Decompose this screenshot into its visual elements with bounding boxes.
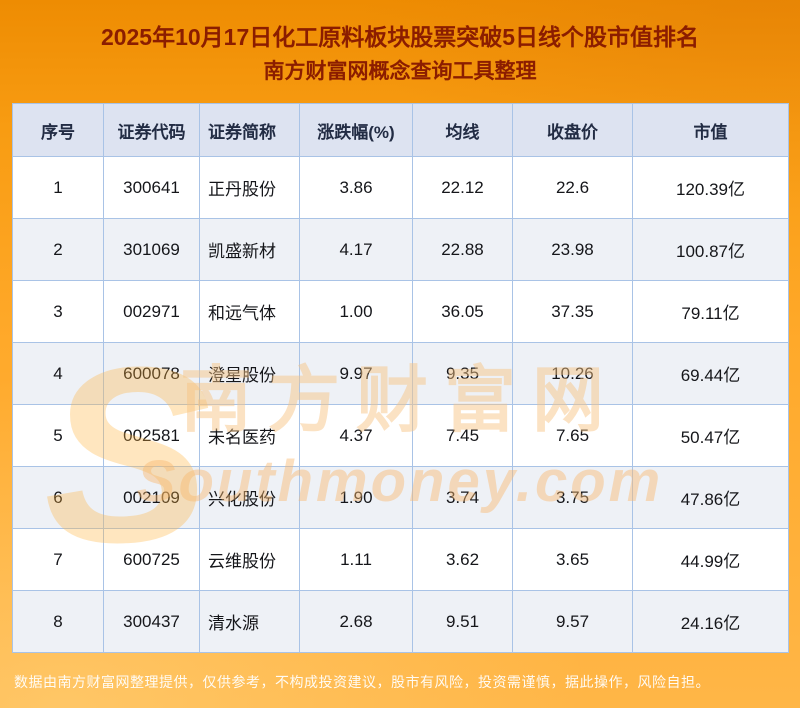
cell-marketcap: 24.16亿 — [632, 590, 789, 653]
cell-name: 未名医药 — [199, 404, 300, 467]
col-header-code: 证券代码 — [103, 103, 200, 157]
cell-code: 301069 — [103, 218, 200, 281]
cell-marketcap: 69.44亿 — [632, 342, 789, 405]
table-row: 4 600078 澄星股份 9.97 9.35 10.26 69.44亿 — [12, 342, 789, 405]
cell-rank: 2 — [12, 218, 104, 281]
cell-marketcap: 120.39亿 — [632, 156, 789, 219]
table-row: 7 600725 云维股份 1.11 3.62 3.65 44.99亿 — [12, 528, 789, 591]
cell-name: 云维股份 — [199, 528, 300, 591]
cell-change: 9.97 — [299, 342, 413, 405]
cell-rank: 7 — [12, 528, 104, 591]
page-title: 2025年10月17日化工原料板块股票突破5日线个股市值排名 — [100, 24, 700, 50]
page-header: 2025年10月17日化工原料板块股票突破5日线个股市值排名 南方财富网概念查询… — [0, 0, 800, 88]
stocks-table: 序号 证券代码 证券简称 涨跌幅(%) 均线 收盘价 市值 1 300641 正丹股… — [12, 103, 789, 653]
cell-ma: 9.51 — [412, 590, 513, 653]
col-header-change: 涨跌幅(%) — [299, 103, 413, 157]
cell-change: 2.68 — [299, 590, 413, 653]
table-body: 1 300641 正丹股份 3.86 22.12 22.6 120.39亿 2 301069 凯盛… — [12, 156, 789, 653]
cell-rank: 5 — [12, 404, 104, 467]
table-row: 6 002109 兴化股份 1.90 3.74 3.75 47.86亿 — [12, 466, 789, 529]
cell-marketcap: 47.86亿 — [632, 466, 789, 529]
cell-close: 7.65 — [512, 404, 633, 467]
cell-change: 1.00 — [299, 280, 413, 343]
table-row: 5 002581 未名医药 4.37 7.45 7.65 50.47亿 — [12, 404, 789, 467]
cell-change: 1.90 — [299, 466, 413, 529]
cell-close: 3.75 — [512, 466, 633, 529]
cell-rank: 4 — [12, 342, 104, 405]
cell-code: 600725 — [103, 528, 200, 591]
col-header-rank: 序号 — [12, 103, 104, 157]
cell-ma: 22.12 — [412, 156, 513, 219]
table-row: 8 300437 清水源 2.68 9.51 9.57 24.16亿 — [12, 590, 789, 653]
col-header-marketcap: 市值 — [632, 103, 789, 157]
cell-marketcap: 100.87亿 — [632, 218, 789, 281]
cell-code: 600078 — [103, 342, 200, 405]
table-header-row: 序号 证券代码 证券简称 涨跌幅(%) 均线 收盘价 市值 — [12, 103, 789, 157]
cell-code: 002109 — [103, 466, 200, 529]
cell-marketcap: 79.11亿 — [632, 280, 789, 343]
table-row: 1 300641 正丹股份 3.86 22.12 22.6 120.39亿 — [12, 156, 789, 219]
cell-name: 凯盛新材 — [199, 218, 300, 281]
cell-name: 清水源 — [199, 590, 300, 653]
table-row: 3 002971 和远气体 1.00 36.05 37.35 79.11亿 — [12, 280, 789, 343]
col-header-name: 证券简称 — [199, 103, 300, 157]
cell-close: 37.35 — [512, 280, 633, 343]
footer-disclaimer: 数据由南方财富网整理提供，仅供参考，不构成投资建议，股市有风险，投资需谨慎，据此… — [14, 674, 710, 690]
cell-code: 300437 — [103, 590, 200, 653]
cell-name: 和远气体 — [199, 280, 300, 343]
cell-code: 002581 — [103, 404, 200, 467]
cell-code: 300641 — [103, 156, 200, 219]
cell-rank: 6 — [12, 466, 104, 529]
cell-marketcap: 44.99亿 — [632, 528, 789, 591]
cell-name: 正丹股份 — [199, 156, 300, 219]
cell-rank: 8 — [12, 590, 104, 653]
stocks-table-grid: 序号 证券代码 证券简称 涨跌幅(%) 均线 收盘价 市值 1 300641 正丹股… — [12, 103, 789, 653]
cell-change: 4.37 — [299, 404, 413, 467]
cell-ma: 36.05 — [412, 280, 513, 343]
cell-ma: 9.35 — [412, 342, 513, 405]
cell-close: 9.57 — [512, 590, 633, 653]
cell-close: 22.6 — [512, 156, 633, 219]
cell-marketcap: 50.47亿 — [632, 404, 789, 467]
cell-name: 澄星股份 — [199, 342, 300, 405]
cell-close: 23.98 — [512, 218, 633, 281]
cell-ma: 22.88 — [412, 218, 513, 281]
cell-rank: 3 — [12, 280, 104, 343]
cell-ma: 7.45 — [412, 404, 513, 467]
cell-change: 4.17 — [299, 218, 413, 281]
cell-code: 002971 — [103, 280, 200, 343]
cell-name: 兴化股份 — [199, 466, 300, 529]
cell-change: 3.86 — [299, 156, 413, 219]
cell-change: 1.11 — [299, 528, 413, 591]
cell-close: 10.26 — [512, 342, 633, 405]
cell-ma: 3.74 — [412, 466, 513, 529]
cell-close: 3.65 — [512, 528, 633, 591]
cell-ma: 3.62 — [412, 528, 513, 591]
cell-rank: 1 — [12, 156, 104, 219]
col-header-close: 收盘价 — [512, 103, 633, 157]
col-header-ma: 均线 — [412, 103, 513, 157]
page-subtitle: 南方财富网概念查询工具整理 — [263, 60, 537, 83]
table-row: 2 301069 凯盛新材 4.17 22.88 23.98 100.87亿 — [12, 218, 789, 281]
